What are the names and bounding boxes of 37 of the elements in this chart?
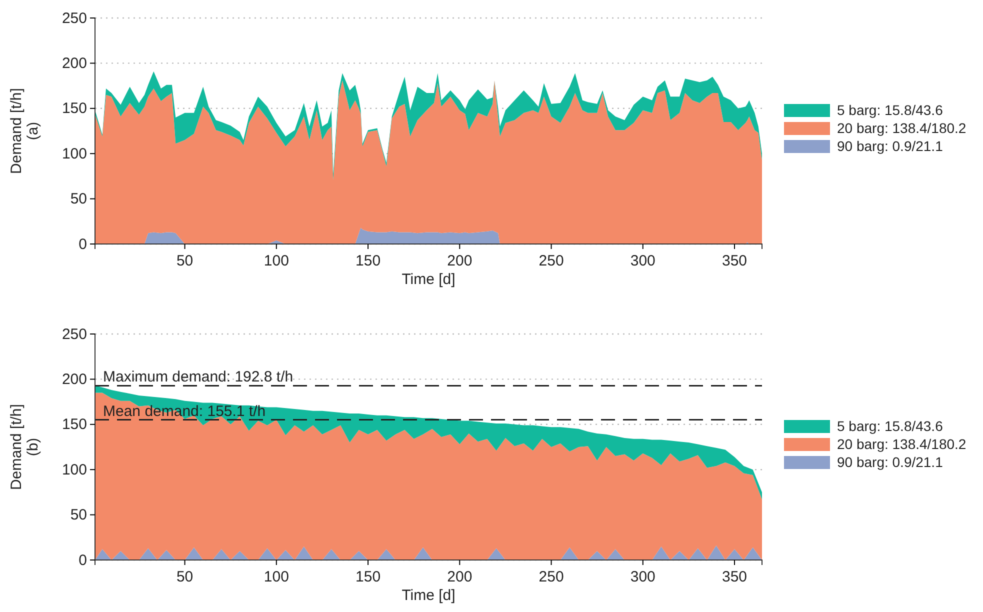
x-tick-label: 300 (630, 568, 656, 586)
y-tick-label: 0 (78, 552, 87, 569)
y-tick-label: 100 (62, 461, 87, 478)
y-tick-label: 250 (62, 10, 87, 27)
x-tick-label: 300 (630, 252, 656, 270)
x-tick-label: 250 (538, 252, 564, 270)
y-tick-label: 100 (62, 145, 87, 162)
legend-label: 90 barg: 0.9/21.1 (837, 138, 944, 154)
legend-label: 20 barg: 138.4/180.2 (837, 436, 966, 452)
x-tick-label: 350 (722, 252, 748, 270)
y-tick-label: 50 (70, 190, 87, 208)
y-axis-title: Demand [t/h] (a) (8, 88, 42, 174)
ref-line-label: Maximum demand: 192.8 t/h (103, 368, 294, 386)
legend-label: 90 barg: 0.9/21.1 (837, 454, 944, 470)
y-tick-label: 150 (62, 416, 87, 434)
y-tick-label: 0 (78, 236, 87, 253)
legend-label: 20 barg: 138.4/180.2 (837, 120, 966, 136)
y-tick-label: 200 (62, 55, 87, 72)
x-axis-title: Time [d] (402, 271, 456, 288)
y-tick-label: 50 (70, 506, 87, 524)
y-tick-label: 200 (62, 371, 87, 388)
x-tick-label: 150 (356, 568, 381, 586)
x-tick-label: 200 (447, 252, 472, 270)
y-tick-label: 250 (62, 326, 87, 343)
x-axis-title: Time [d] (402, 587, 456, 604)
y-tick-label: 150 (62, 100, 87, 118)
x-tick-label: 50 (176, 252, 194, 270)
x-tick-label: 200 (447, 568, 472, 586)
x-tick-label: 50 (176, 568, 194, 586)
legend-label: 5 barg: 15.8/43.6 (837, 418, 944, 434)
y-axis-title: Demand [t/h] (b) (8, 404, 42, 490)
x-tick-label: 150 (356, 252, 381, 270)
legend-label: 5 barg: 15.8/43.6 (837, 102, 944, 118)
x-tick-label: 250 (538, 568, 564, 586)
x-tick-label: 100 (264, 252, 289, 270)
x-tick-label: 100 (264, 568, 289, 586)
x-tick-label: 350 (722, 568, 748, 586)
